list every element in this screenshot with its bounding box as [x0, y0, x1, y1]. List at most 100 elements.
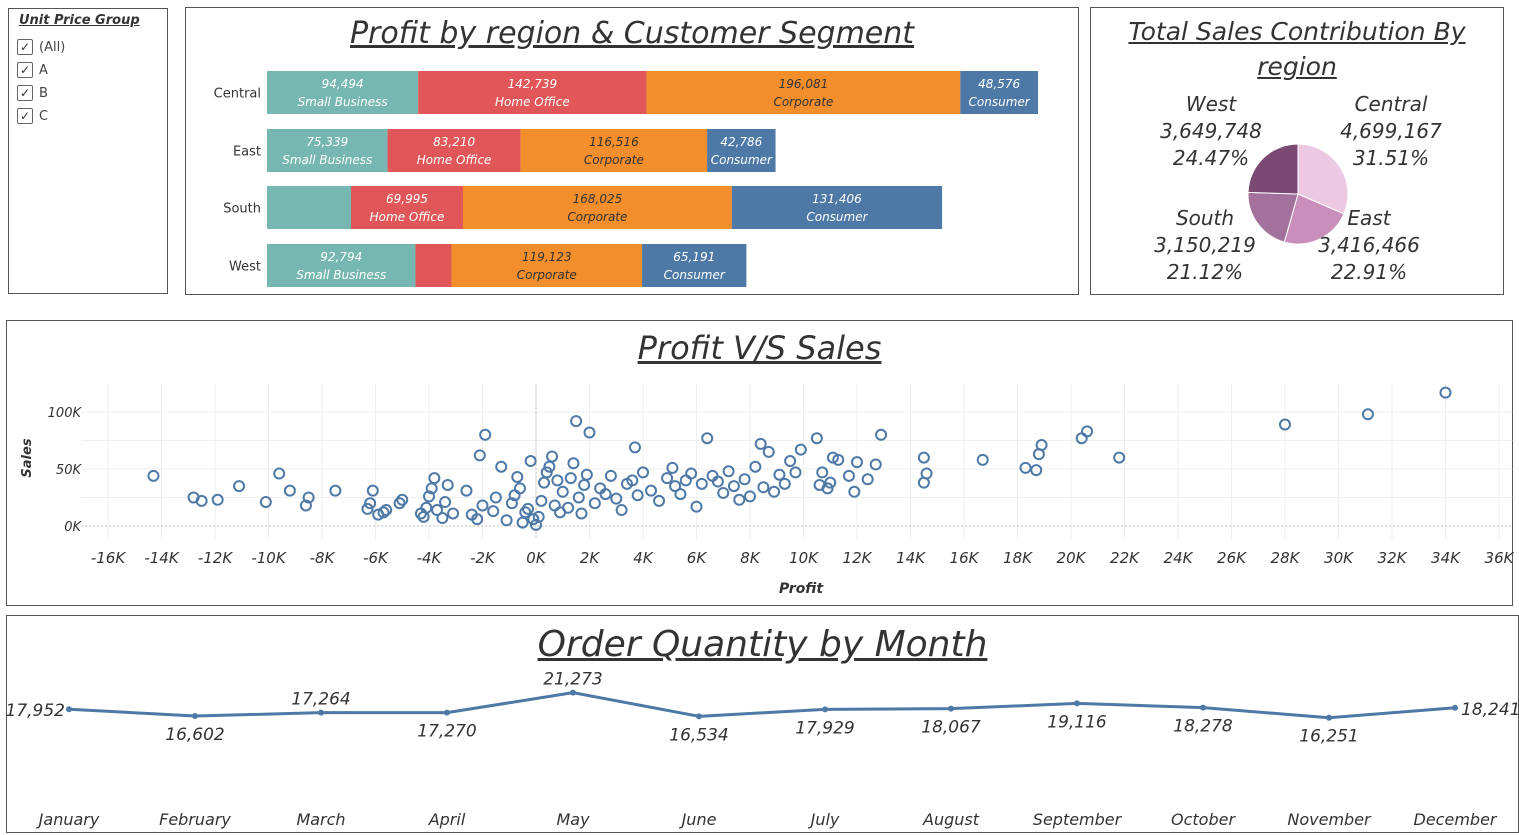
scatter-point — [722, 465, 735, 478]
line-point — [66, 706, 72, 713]
scatter-point — [487, 505, 500, 518]
scatter-point — [431, 504, 444, 517]
scatter-point — [538, 476, 551, 489]
line-point — [444, 709, 450, 716]
checkbox-icon[interactable]: ✓ — [17, 39, 33, 55]
line-chart-title: Order Quantity by Month — [537, 624, 988, 665]
line-chart: 17,952 16,602 17,264 17,270 21,273 16,534 17,9… — [6, 670, 1519, 829]
x-tick-label: 18K — [1003, 549, 1033, 567]
scatter-point — [366, 484, 379, 497]
bar-value-label: 42,786 — [720, 135, 762, 149]
bar-segment — [462, 186, 732, 229]
bar-segment-name: Consumer — [969, 95, 1031, 109]
month-label: October — [1171, 810, 1236, 829]
scatter-point — [685, 467, 698, 480]
scatter-point — [233, 480, 246, 493]
x-tick-label: 28K — [1271, 549, 1301, 567]
pie-slice — [1247, 143, 1299, 195]
checkbox-icon[interactable]: ✓ — [17, 108, 33, 124]
scatter-point — [562, 501, 575, 514]
line-value-label: 19,116 — [1047, 712, 1107, 732]
scatter-point — [778, 477, 791, 490]
line-point — [948, 705, 954, 712]
month-label: December — [1414, 810, 1498, 829]
scatter-point — [447, 507, 460, 520]
scatter-point — [460, 484, 473, 497]
filter-option-c[interactable]: ✓ C — [17, 106, 48, 126]
bar-value-label: 92,794 — [320, 250, 362, 264]
line-point — [192, 712, 198, 719]
region-label: East — [233, 145, 261, 160]
month-label: July — [808, 810, 840, 829]
pie-label-region: West — [1186, 92, 1238, 116]
scatter-point — [679, 474, 692, 487]
filter-option-b[interactable]: ✓ B — [17, 83, 48, 103]
pie-label-percent: 24.47% — [1173, 146, 1249, 170]
scatter-point — [211, 493, 224, 506]
x-tick-label: 30K — [1324, 549, 1354, 567]
line-value-label: 21,273 — [543, 670, 602, 690]
x-tick-label: 12K — [843, 549, 873, 567]
scatter-point — [147, 469, 160, 482]
scatter-point — [749, 460, 762, 473]
scatter-point — [527, 513, 540, 526]
scatter-point — [861, 473, 874, 486]
month-label: August — [922, 810, 980, 829]
bar-value-label: 168,025 — [573, 192, 623, 206]
bar-segment-name: Corporate — [567, 210, 627, 224]
filter-option-a[interactable]: ✓ A — [17, 60, 48, 80]
scatter-point — [428, 472, 441, 485]
scatter-point — [1113, 451, 1126, 464]
scatter-point — [1361, 408, 1374, 421]
region-label: West — [229, 260, 261, 275]
line-point — [570, 689, 576, 696]
line-value-label: 17,264 — [291, 690, 350, 710]
x-tick-label: 2K — [580, 549, 601, 567]
scatter-point — [976, 453, 989, 466]
scatter-point — [727, 480, 740, 493]
bar-segment — [267, 71, 419, 114]
x-tick-label: 36K — [1485, 549, 1515, 567]
bar-chart-title: Profit by region & Customer Segment — [349, 16, 915, 51]
x-tick-label: 0K — [526, 549, 547, 567]
scatter-point — [653, 494, 666, 507]
pie-chart-title: Total Sales Contribution By region — [1128, 17, 1466, 81]
bar-segment — [267, 186, 351, 229]
scatter-point — [1075, 432, 1088, 445]
line-value-label: 16,251 — [1299, 727, 1358, 747]
scatter-point — [283, 484, 296, 497]
bar-segment — [267, 244, 416, 287]
scatter-point — [521, 502, 534, 515]
scatter-point — [816, 466, 829, 479]
scatter-point — [575, 507, 588, 520]
bar-segment-name: Corporate — [773, 95, 833, 109]
line-point — [1074, 700, 1080, 707]
bar-segment — [731, 186, 943, 229]
bar-value-label: 75,339 — [306, 135, 348, 149]
scatter-point — [599, 488, 612, 501]
scatter-point — [784, 455, 797, 468]
scatter-point — [578, 478, 591, 491]
scatter-point — [439, 496, 452, 509]
scatter-point — [666, 461, 679, 474]
scatter-point — [832, 453, 845, 466]
filter-option-all[interactable]: ✓ (All) — [17, 37, 65, 57]
scatter-point — [744, 490, 756, 503]
scatter-point — [789, 466, 802, 479]
month-label: September — [1033, 810, 1123, 829]
bar-segment-name: Home Office — [417, 153, 492, 167]
scatter-point — [540, 466, 553, 479]
scatter-point — [473, 449, 486, 462]
checkbox-icon[interactable]: ✓ — [17, 85, 33, 101]
y-tick-label: 100K — [48, 406, 83, 421]
scatter-point — [733, 493, 746, 506]
scatter-point — [302, 491, 315, 504]
filter-option-label: B — [39, 85, 48, 101]
line-value-label: 18,067 — [921, 718, 981, 738]
bar-segment-name: Small Business — [296, 268, 386, 282]
pie-slice — [1247, 191, 1299, 243]
bar-segment — [267, 129, 388, 172]
scatter-chart: -16K -14K -12K -10K -8K -6K -4K -2K 0K 2K 4K 6K 8K 10… — [20, 383, 1515, 597]
checkbox-icon[interactable]: ✓ — [17, 62, 33, 78]
scatter-point — [645, 484, 658, 497]
